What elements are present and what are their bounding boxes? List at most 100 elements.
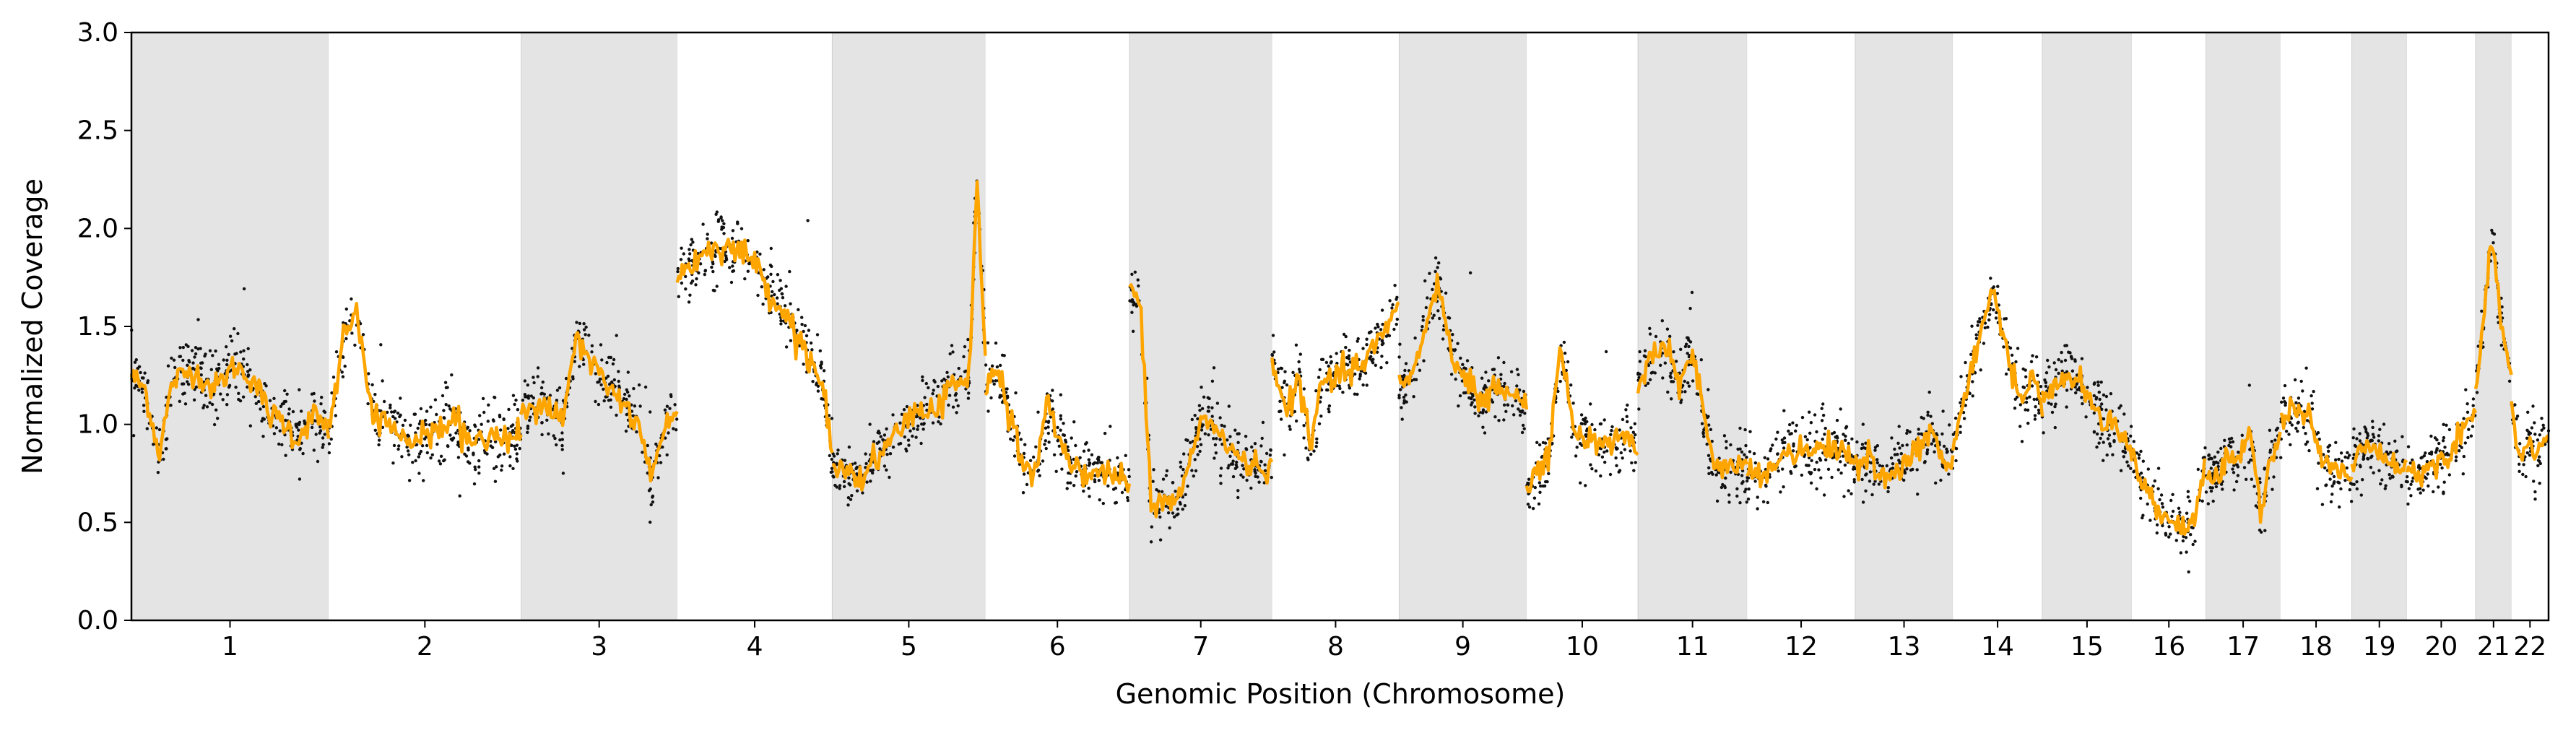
data-point — [1327, 410, 1331, 414]
data-point — [1864, 473, 1868, 477]
data-point — [2137, 456, 2141, 460]
data-point — [1815, 430, 1818, 434]
data-point — [2346, 451, 2349, 454]
data-point — [2442, 435, 2446, 440]
data-point — [211, 354, 214, 357]
data-point — [1231, 459, 1235, 463]
data-point — [343, 364, 347, 368]
data-point — [386, 410, 389, 415]
data-point — [2541, 423, 2545, 427]
data-point — [2153, 479, 2156, 483]
data-point — [1044, 446, 1048, 451]
data-point — [399, 413, 402, 417]
data-point — [230, 339, 234, 343]
data-point — [1582, 417, 1585, 422]
data-point — [1523, 412, 1527, 415]
data-point — [1012, 454, 1017, 458]
data-point — [2358, 439, 2362, 443]
data-point — [830, 467, 834, 470]
data-point — [1431, 316, 1435, 320]
data-point — [1459, 356, 1462, 360]
data-point — [1078, 456, 1082, 459]
data-point — [2518, 442, 2522, 446]
data-point — [1087, 448, 1090, 452]
data-point — [1939, 478, 1943, 482]
data-point — [2440, 466, 2444, 470]
data-point — [261, 435, 265, 438]
data-point — [2171, 509, 2175, 513]
data-point — [2426, 472, 2429, 476]
data-point — [756, 293, 760, 298]
data-point — [1315, 441, 1319, 445]
data-point — [2322, 453, 2325, 456]
data-point — [2024, 368, 2027, 372]
data-point — [1260, 436, 1264, 441]
data-point — [1227, 404, 1231, 408]
data-point — [2416, 487, 2420, 491]
data-point — [2081, 402, 2084, 406]
data-point — [698, 262, 703, 266]
data-point — [1127, 474, 1131, 479]
data-point — [1484, 370, 1488, 374]
data-point — [2020, 440, 2024, 443]
data-point — [412, 412, 416, 416]
data-point — [1766, 500, 1769, 505]
data-point — [1941, 409, 1945, 413]
data-point — [181, 358, 185, 363]
data-point — [1400, 417, 1404, 421]
segment-line-chr20 — [2405, 407, 2478, 488]
data-point — [990, 364, 994, 368]
data-point — [1124, 454, 1127, 457]
data-point — [998, 363, 1002, 368]
data-point — [1992, 285, 1995, 289]
data-point — [498, 415, 502, 419]
data-point — [768, 264, 773, 267]
segment-lines — [129, 180, 2550, 536]
data-point — [1809, 421, 1813, 425]
data-point — [1571, 402, 1575, 405]
data-point — [2164, 532, 2167, 535]
data-point — [205, 405, 209, 409]
data-point — [1418, 368, 1422, 372]
data-point — [2475, 391, 2479, 394]
data-point — [2310, 394, 2313, 398]
data-point — [2204, 490, 2208, 494]
data-point — [526, 383, 529, 387]
data-point — [2445, 423, 2448, 427]
data-point — [217, 363, 221, 366]
segment-line-chr11 — [1636, 337, 1749, 480]
data-point — [1738, 426, 1742, 430]
data-point — [2119, 469, 2123, 472]
data-point — [1832, 430, 1836, 435]
data-point — [477, 472, 481, 475]
data-point — [729, 280, 734, 285]
data-point — [966, 396, 971, 400]
data-point — [518, 446, 521, 451]
data-point — [992, 382, 996, 386]
data-point — [299, 409, 303, 413]
data-point — [689, 243, 693, 247]
data-point — [1933, 450, 1936, 454]
chromosome-band-3 — [521, 32, 678, 621]
chromosome-band-13 — [1855, 32, 1953, 621]
data-point — [690, 238, 693, 241]
data-point — [936, 384, 940, 389]
data-point — [986, 409, 990, 413]
data-point — [2211, 499, 2215, 503]
data-point — [1218, 416, 1222, 420]
data-point — [1228, 435, 1232, 438]
data-point — [736, 222, 740, 225]
data-point — [1368, 331, 1371, 334]
data-point — [1257, 480, 1261, 484]
data-point — [2047, 365, 2051, 369]
data-point — [2425, 460, 2429, 464]
data-point — [2254, 504, 2258, 508]
data-point — [695, 277, 698, 281]
data-point — [1800, 415, 1805, 420]
data-point — [784, 345, 789, 349]
data-point — [2039, 385, 2043, 389]
data-point — [2235, 463, 2239, 467]
data-point — [2386, 452, 2390, 456]
chromosome-band-4 — [677, 32, 833, 620]
